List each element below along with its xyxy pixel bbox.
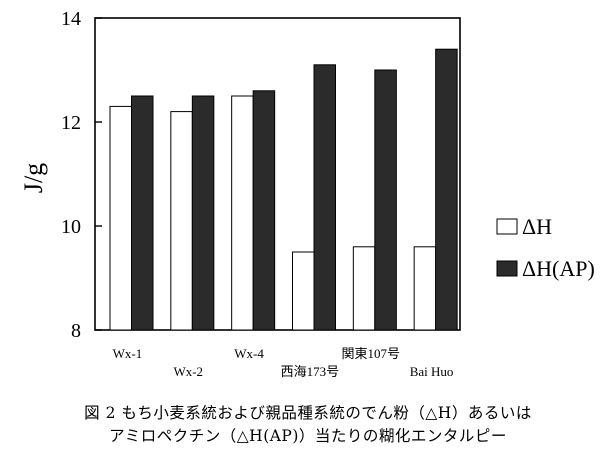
category-label: Bai Huo <box>410 364 454 379</box>
category-label: Wx-1 <box>113 346 143 361</box>
y-tick-label: 8 <box>71 320 81 342</box>
legend-swatch-dh <box>496 218 518 235</box>
y-tick-label: 12 <box>61 112 81 134</box>
y-axis-label: J/g <box>19 163 48 193</box>
bar-dh-ap <box>191 95 215 331</box>
bar-dh-ap <box>313 64 336 331</box>
legend-label-dh-ap: ΔH(AP) <box>522 256 595 281</box>
legend-label-dh: ΔH <box>522 214 552 239</box>
category-label: 関東107号 <box>341 346 400 361</box>
caption-line-2: アミロペクチン（△H(AP)）当たりの糊化エンタルピー <box>109 427 507 445</box>
category-label: 西海173号 <box>281 364 340 379</box>
bar-dh <box>170 111 193 331</box>
y-tick-label: 14 <box>61 8 81 30</box>
y-tick-label: 10 <box>61 216 81 238</box>
plot-frame <box>94 17 461 331</box>
bar-dh <box>231 95 254 331</box>
category-label: Wx-2 <box>173 364 203 379</box>
legend-swatch-dh-ap <box>496 260 518 277</box>
bar-dh <box>109 105 132 331</box>
bar-dh <box>292 251 315 331</box>
bar-dh-ap <box>374 69 397 331</box>
bar-dh-ap <box>435 48 458 331</box>
bar-dh-ap <box>131 95 154 331</box>
bar-dh <box>352 246 376 331</box>
bar-dh-ap <box>252 90 276 331</box>
bar-dh <box>413 246 437 331</box>
caption-line-1: 図 2 もち小麦系統および親品種系統のでん粉（△H）あるいは <box>84 404 532 422</box>
category-label: Wx-4 <box>234 346 264 361</box>
